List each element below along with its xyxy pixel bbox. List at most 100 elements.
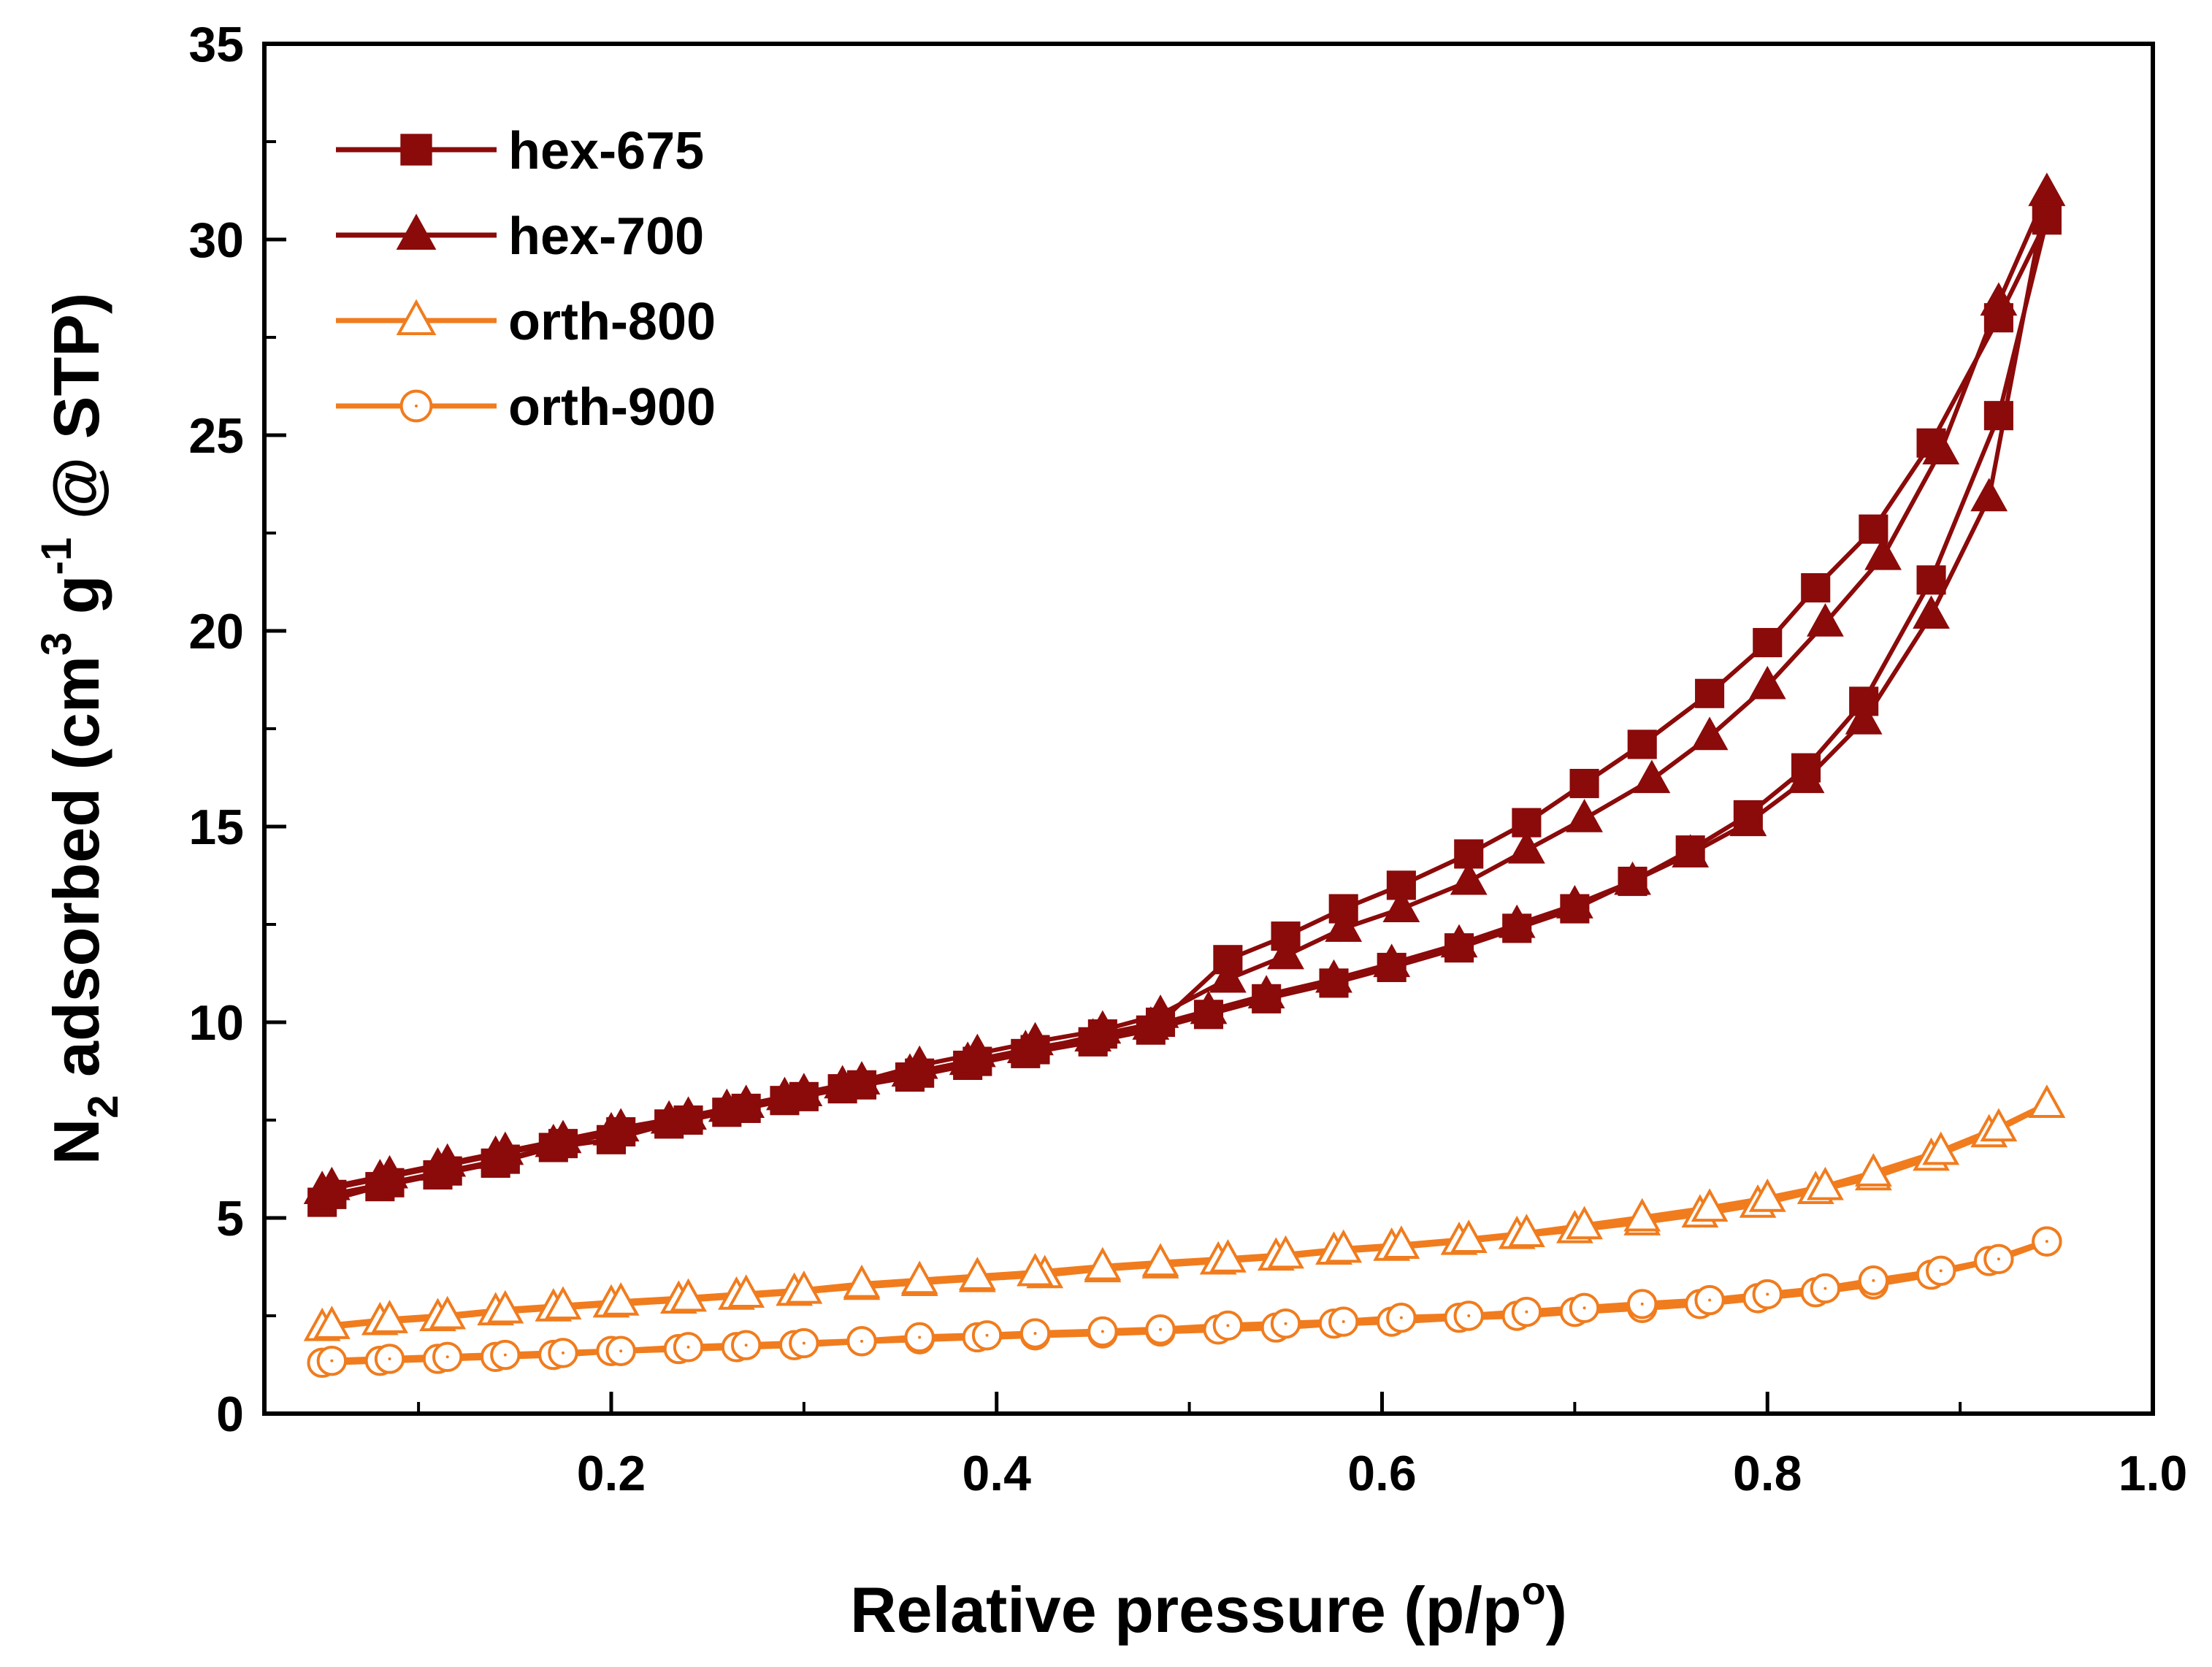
series-hex-675 bbox=[307, 205, 2062, 1217]
data-point-hex-700 bbox=[1267, 935, 1304, 970]
data-point-hex-700 bbox=[1440, 924, 1478, 958]
data-point-orth-800 bbox=[1854, 1153, 1892, 1187]
series-hex-700 bbox=[303, 172, 2066, 1204]
data-point-orth-800 bbox=[843, 1264, 881, 1298]
data-point-orth-900-dot bbox=[1640, 1302, 1644, 1306]
data-point-orth-800 bbox=[670, 1278, 707, 1312]
data-point-hex-700 bbox=[1691, 716, 1729, 751]
data-point-orth-800 bbox=[1507, 1214, 1545, 1247]
data-point-orth-900-dot bbox=[1226, 1324, 1230, 1327]
data-point-orth-900-dot bbox=[2045, 1240, 2048, 1243]
data-point-hex-700 bbox=[900, 1045, 938, 1079]
legend-marker bbox=[396, 213, 437, 250]
data-point-orth-900-dot bbox=[985, 1333, 989, 1337]
data-point-orth-800 bbox=[429, 1295, 467, 1330]
data-point-hex-700 bbox=[670, 1096, 707, 1130]
data-point-orth-800 bbox=[900, 1260, 938, 1295]
data-point-orth-800 bbox=[1980, 1108, 2018, 1142]
data-point-hex-700 bbox=[1980, 282, 2018, 316]
x-tick-label: 0.2 bbox=[577, 1446, 646, 1501]
data-point-orth-900-dot bbox=[1766, 1292, 1769, 1296]
y-tick-label: 15 bbox=[188, 800, 244, 855]
data-point-orth-800 bbox=[544, 1286, 582, 1320]
data-point-orth-800 bbox=[1325, 1229, 1363, 1263]
data-point-orth-900-dot bbox=[1467, 1314, 1471, 1317]
data-point-hex-700 bbox=[958, 1033, 996, 1068]
data-point-hex-700 bbox=[843, 1061, 881, 1095]
data-point-hex-675 bbox=[1983, 401, 2013, 431]
data-point-orth-800 bbox=[1807, 1166, 1844, 1200]
data-point-orth-900-dot bbox=[1708, 1298, 1712, 1302]
y-tick-label: 20 bbox=[188, 604, 244, 659]
data-point-hex-700 bbox=[1555, 884, 1593, 919]
data-point-orth-900-dot bbox=[918, 1335, 922, 1339]
data-point-hex-700 bbox=[486, 1131, 524, 1165]
data-point-orth-900-dot bbox=[1583, 1306, 1586, 1310]
data-point-hex-700 bbox=[1633, 759, 1671, 794]
y-tick-label: 35 bbox=[188, 17, 244, 72]
legend-marker bbox=[400, 134, 432, 166]
y-tick-label: 0 bbox=[216, 1387, 244, 1442]
data-point-hex-700 bbox=[1190, 990, 1228, 1024]
data-point-orth-900-dot bbox=[686, 1345, 690, 1349]
data-point-hex-700 bbox=[1614, 861, 1651, 895]
data-point-hex-700 bbox=[727, 1084, 765, 1119]
y-tick-label: 30 bbox=[188, 212, 244, 268]
legend: hex-675 hex-700 orth-800 orth-900 bbox=[336, 122, 716, 437]
data-point-orth-800 bbox=[1566, 1206, 1603, 1240]
data-point-hex-675 bbox=[1859, 514, 1888, 544]
data-point-hex-700 bbox=[429, 1143, 467, 1177]
data-point-hex-700 bbox=[1507, 829, 1545, 864]
legend-item-orth-900: orth-900 bbox=[336, 378, 716, 437]
data-point-hex-700 bbox=[1247, 975, 1285, 1008]
data-point-orth-800 bbox=[313, 1306, 351, 1339]
data-point-hex-700 bbox=[1450, 861, 1488, 895]
data-point-orth-800 bbox=[371, 1300, 408, 1333]
data-point-orth-800 bbox=[1209, 1239, 1247, 1273]
data-point-orth-800 bbox=[1382, 1225, 1420, 1260]
legend-marker-dot bbox=[415, 405, 418, 407]
data-point-orth-900-dot bbox=[1872, 1279, 1875, 1282]
data-point-orth-800 bbox=[1141, 1243, 1179, 1277]
y-tick-label: 10 bbox=[188, 995, 244, 1051]
legend-label: hex-700 bbox=[508, 207, 704, 266]
data-point-hex-675 bbox=[1569, 769, 1599, 799]
data-point-orth-900-dot bbox=[445, 1355, 449, 1359]
data-point-hex-700 bbox=[1970, 478, 2008, 512]
axis-ticks: 0.2 0.4 0.6 0.8 1.0 0 5 10 15 20 25 30 35 bbox=[188, 17, 2187, 1501]
legend-marker bbox=[396, 299, 437, 335]
data-point-hex-700 bbox=[1084, 1010, 1122, 1044]
legend-item-orth-800: orth-800 bbox=[336, 293, 716, 351]
data-point-hex-700 bbox=[1729, 802, 1767, 837]
data-point-orth-900-dot bbox=[744, 1344, 748, 1347]
data-point-hex-675 bbox=[1916, 565, 1946, 595]
data-point-orth-900-dot bbox=[1159, 1327, 1163, 1331]
data-point-hex-700 bbox=[544, 1119, 582, 1154]
data-point-orth-900-dot bbox=[1939, 1269, 1943, 1273]
legend-label: hex-675 bbox=[508, 122, 704, 180]
x-tick-label: 1.0 bbox=[2119, 1446, 2188, 1501]
data-point-orth-800 bbox=[1267, 1235, 1304, 1269]
series-orth-800 bbox=[303, 1084, 2066, 1341]
data-point-orth-900-dot bbox=[802, 1341, 805, 1345]
data-point-hex-700 bbox=[602, 1108, 640, 1142]
series-orth-900 bbox=[307, 1226, 2062, 1379]
data-point-hex-700 bbox=[1325, 908, 1363, 942]
data-point-hex-700 bbox=[1017, 1022, 1054, 1056]
data-point-hex-700 bbox=[1315, 959, 1352, 993]
data-point-orth-900-dot bbox=[562, 1351, 565, 1354]
data-point-orth-900-dot bbox=[1342, 1320, 1345, 1324]
data-point-hex-675 bbox=[1627, 729, 1657, 759]
data-point-orth-800 bbox=[1691, 1188, 1729, 1222]
data-point-orth-900-dot bbox=[1101, 1330, 1104, 1333]
data-point-orth-800 bbox=[785, 1270, 823, 1304]
data-point-hex-700 bbox=[1864, 536, 1902, 570]
y-tick-label: 25 bbox=[188, 408, 244, 464]
data-point-orth-900-dot bbox=[503, 1353, 507, 1357]
data-point-orth-800 bbox=[1084, 1246, 1122, 1281]
legend-item-hex-700: hex-700 bbox=[336, 207, 704, 266]
legend-label: orth-800 bbox=[508, 293, 716, 351]
data-point-hex-700 bbox=[2028, 172, 2066, 207]
data-point-orth-900-dot bbox=[1997, 1257, 2000, 1261]
